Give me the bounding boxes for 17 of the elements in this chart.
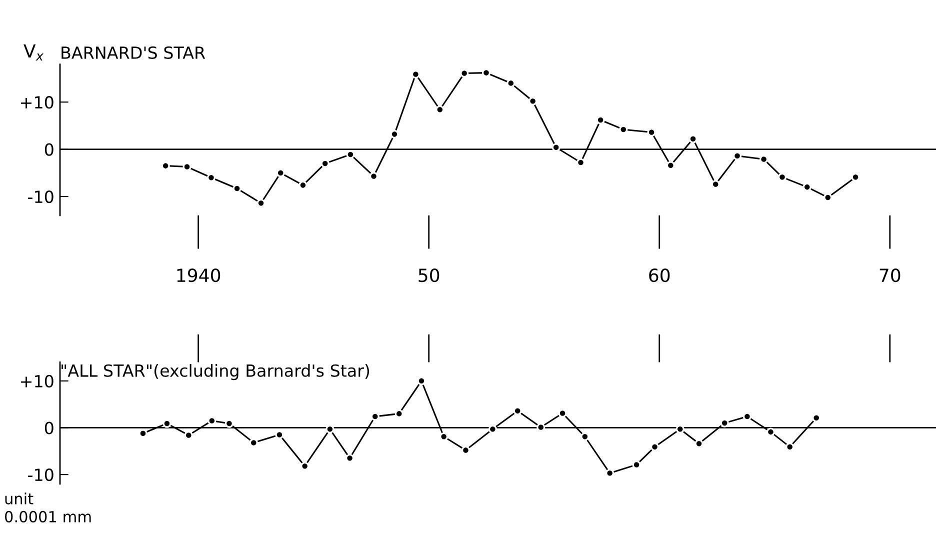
x-tick-label: 1940 (177, 268, 220, 282)
x-tick-label: 50 (418, 268, 440, 282)
chart-title: "ALL STAR"(excluding Barnard's Star) (62, 364, 370, 380)
text: 0.0001 mm (5, 510, 91, 522)
y-tick-label: +10 (21, 374, 54, 388)
chart-title: BARNARD'S STAR (62, 46, 206, 59)
y-tick-label: 0 (44, 422, 54, 434)
y-tick-label: +10 (21, 96, 54, 109)
x-tick-label: 70 (880, 268, 900, 282)
text: unit (5, 492, 34, 504)
x-tick-label: 60 (649, 268, 670, 282)
y-tick-label: -10 (28, 468, 54, 482)
point (766, 428, 776, 436)
y-tick-label: -10 (28, 190, 54, 204)
point (650, 442, 660, 452)
y-axis-title: V$_{x}$ (24, 44, 44, 60)
y-tick-label: 0 (44, 143, 54, 156)
